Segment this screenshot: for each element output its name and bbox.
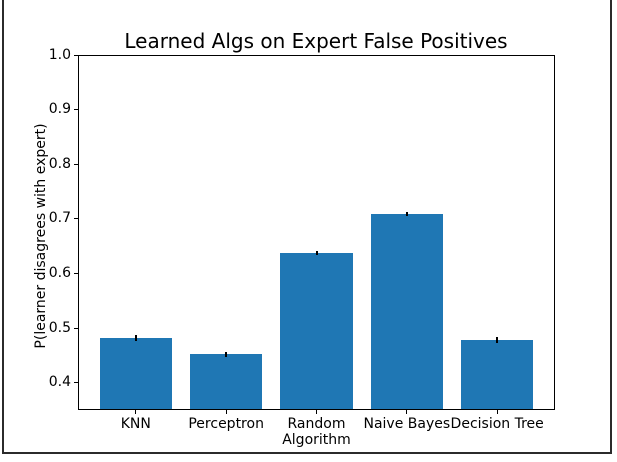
x-tick-label-line: Naive Bayes — [363, 416, 451, 432]
bar-knn — [99, 337, 172, 409]
error-bar-decision-tree — [496, 337, 499, 343]
x-tick-label-line: KNN — [120, 416, 151, 432]
x-tick-label-line: Perceptron — [188, 416, 264, 432]
x-tick-mark — [496, 410, 498, 414]
bar-decision-tree — [461, 340, 534, 409]
x-tick-label-decision-tree: Decision Tree — [451, 416, 544, 432]
x-tick-label-line: Random — [287, 416, 346, 432]
y-tick-label: 0.8 — [48, 155, 71, 172]
error-bar-knn — [134, 334, 137, 342]
error-bar-naive-bayes — [405, 211, 408, 217]
error-bar-perceptron — [225, 351, 228, 357]
y-tick-mark — [73, 54, 78, 56]
error-bar-random-algorithm — [315, 251, 318, 256]
x-tick-mark — [225, 410, 227, 414]
chart-title: Learned Algs on Expert False Positives — [124, 29, 508, 53]
x-tick-label-perceptron: Perceptron — [188, 416, 264, 432]
y-tick-label: 0.9 — [48, 101, 71, 118]
bar-naive-bayes — [370, 213, 443, 409]
y-tick-mark — [73, 109, 78, 111]
y-tick-label: 0.5 — [48, 319, 71, 336]
y-tick-label: 0.4 — [48, 374, 71, 391]
x-tick-label-random-algorithm: Random Algorithm — [282, 416, 351, 448]
x-tick-label-naive-bayes: Naive Bayes — [363, 416, 450, 432]
y-tick-label: 0.6 — [48, 264, 71, 281]
y-tick-label: 0.7 — [48, 210, 71, 227]
y-tick-mark — [73, 327, 78, 329]
bar-random-algorithm — [280, 253, 353, 409]
x-tick-label-knn: KNN — [121, 416, 151, 432]
x-tick-mark — [316, 410, 317, 414]
x-tick-label-line: Decision Tree — [450, 416, 544, 432]
y-tick-mark — [73, 272, 78, 274]
y-tick-mark — [73, 163, 78, 165]
x-tick-mark — [135, 410, 137, 414]
x-tick-label-line: Algorithm — [282, 432, 351, 448]
y-tick-mark — [73, 218, 78, 220]
y-tick-mark — [73, 382, 78, 384]
bar-perceptron — [190, 354, 263, 409]
x-tick-mark — [406, 410, 408, 414]
y-tick-label: 1.0 — [48, 46, 71, 63]
